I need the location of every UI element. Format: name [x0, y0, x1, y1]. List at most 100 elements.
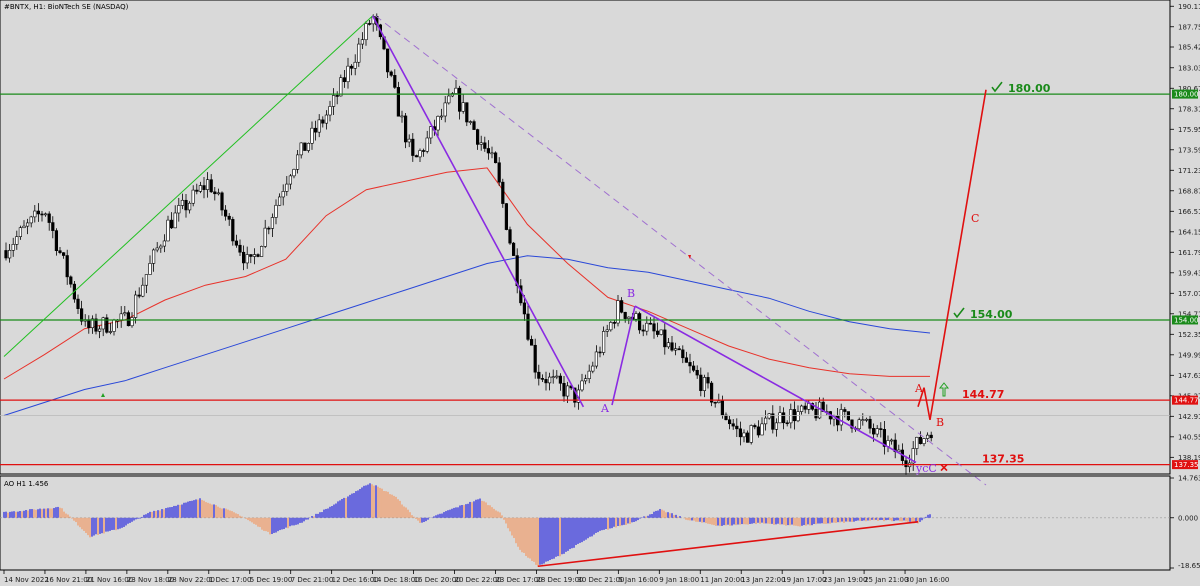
candle-body	[198, 185, 203, 192]
candle-body	[159, 245, 163, 249]
level-label: 137.35	[982, 453, 1024, 466]
price-tick-label: 180.67	[1178, 85, 1200, 93]
candle-body	[331, 95, 336, 107]
candle-body	[493, 152, 498, 164]
candle-body	[864, 418, 868, 421]
candle-body	[18, 227, 23, 237]
candle-body	[65, 255, 69, 278]
candle-body	[497, 162, 501, 183]
candle-body	[792, 409, 796, 422]
candle-body	[681, 349, 685, 359]
candle-body	[346, 65, 350, 83]
candle-body	[573, 387, 577, 403]
candle-body	[637, 313, 642, 331]
candle-body	[162, 240, 167, 247]
candle-body	[652, 323, 656, 332]
candle-body	[90, 318, 94, 329]
candle-body	[367, 23, 372, 25]
price-badge-label: 144.77	[1174, 397, 1199, 405]
candle-body	[238, 244, 242, 253]
candle-body	[58, 250, 62, 253]
wave-label: C	[971, 212, 979, 225]
candle-body	[717, 400, 721, 403]
price-tick-label: 168.87	[1178, 187, 1200, 195]
candle-body	[357, 43, 361, 63]
candle-body	[796, 411, 800, 422]
candle-body	[249, 254, 253, 257]
time-tick-label: 16 Nov 21:00	[45, 576, 92, 584]
time-tick-label: 23 Nov 18:00	[127, 576, 174, 584]
candle-body	[526, 313, 530, 340]
candle-body	[699, 374, 703, 391]
candle-body	[166, 219, 170, 242]
candle-body	[504, 203, 509, 230]
time-tick-label: 21 Nov 16:00	[86, 576, 133, 584]
price-tick-label: 171.23	[1178, 167, 1200, 175]
price-tick-label: 183.03	[1178, 64, 1200, 72]
time-tick-label: 30 Jan 16:00	[905, 576, 949, 584]
price-scale: 190.11 187.75 185.42 183.03 180.67 178.31 175.…	[1170, 3, 1200, 470]
arrow-up-icon	[938, 382, 950, 397]
candle-body	[403, 115, 408, 143]
status-marks	[101, 81, 1003, 472]
chart-title: #BNTX, H1: BioNTech SE (NASDAQ)	[4, 3, 129, 11]
time-tick-label: 5 Dec 19:00	[250, 576, 293, 584]
candle-body	[760, 423, 764, 436]
candle-body	[706, 377, 710, 384]
candle-body	[328, 106, 332, 116]
ao-tick-label: 0.000	[1178, 514, 1198, 522]
candle-body	[673, 348, 678, 351]
price-tick-label: 185.42	[1178, 44, 1200, 52]
price-badge	[1172, 395, 1198, 405]
candle-body	[601, 331, 606, 353]
candle-body	[465, 102, 469, 123]
candle-body	[76, 298, 80, 309]
ao-tick-label: -18.650	[1178, 562, 1200, 570]
time-tick-label: 30 Dec 21:00	[577, 576, 624, 584]
level-label: 180.00	[1008, 82, 1051, 95]
candle-body	[666, 342, 670, 348]
wave-label: B	[936, 416, 944, 429]
candle-body	[144, 274, 149, 286]
candle-body	[479, 142, 483, 145]
candle-body	[80, 308, 84, 322]
candle-body	[234, 240, 239, 246]
time-tick-label: 20 Dec 22:00	[455, 576, 502, 584]
candle-body	[393, 75, 397, 88]
time-tick-label: 13 Jan 22:00	[741, 576, 785, 584]
price-badge-label: 137.35	[1174, 461, 1199, 469]
candle-body	[731, 423, 735, 427]
candle-body	[555, 375, 559, 378]
time-tick-label: 28 Nov 22:00	[168, 576, 215, 584]
candle-body	[306, 142, 311, 151]
candle-body	[407, 138, 411, 143]
projection-path	[917, 89, 987, 421]
candle-body	[605, 329, 609, 332]
time-tick-label: 5 Jan 16:00	[618, 576, 658, 584]
candle-body	[889, 439, 894, 442]
price-tick-label: 187.75	[1178, 23, 1200, 31]
candle-body	[627, 316, 631, 319]
candle-body	[695, 369, 699, 376]
check-icon	[953, 307, 965, 319]
price-tick-label: 140.55	[1178, 433, 1200, 441]
candle-body	[472, 121, 476, 130]
time-tick-label: 7 Dec 21:00	[291, 576, 334, 584]
candle-body	[418, 150, 422, 158]
candle-body	[868, 418, 872, 429]
candle-body	[170, 219, 174, 229]
candle-body	[180, 199, 185, 206]
moving-average-line	[3, 255, 931, 416]
candle-body	[202, 185, 206, 190]
candle-body	[184, 199, 188, 211]
candle-body	[756, 426, 760, 436]
level-label: 154.00	[970, 308, 1013, 321]
candle-body	[501, 181, 505, 204]
candle-body	[598, 351, 602, 354]
candle-body	[277, 196, 282, 206]
price-tick-label: 152.35	[1178, 331, 1200, 339]
candle-body	[195, 189, 199, 192]
candle-body	[882, 429, 886, 447]
candle-body	[98, 328, 102, 332]
wave-label: ycC	[915, 462, 937, 475]
